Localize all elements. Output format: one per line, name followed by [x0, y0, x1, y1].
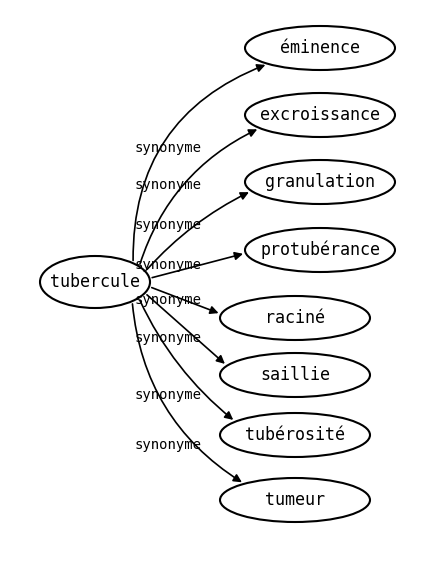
Text: protubérance: protubérance [260, 241, 380, 259]
Ellipse shape [245, 93, 395, 137]
Text: tubérosité: tubérosité [245, 426, 345, 444]
Text: tubercule: tubercule [50, 273, 140, 291]
Ellipse shape [220, 296, 370, 340]
Ellipse shape [220, 478, 370, 522]
Text: synonyme: synonyme [135, 258, 201, 272]
FancyArrowPatch shape [132, 304, 240, 481]
Text: synonyme: synonyme [135, 218, 201, 232]
Ellipse shape [245, 160, 395, 204]
Ellipse shape [220, 413, 370, 457]
FancyArrowPatch shape [133, 65, 264, 261]
Ellipse shape [245, 26, 395, 70]
FancyArrowPatch shape [152, 253, 241, 278]
FancyArrowPatch shape [152, 288, 217, 313]
Text: granulation: granulation [265, 173, 375, 191]
Text: synonyme: synonyme [135, 331, 201, 345]
FancyArrowPatch shape [140, 300, 232, 419]
Ellipse shape [220, 353, 370, 397]
Text: synonyme: synonyme [135, 388, 201, 402]
FancyArrowPatch shape [147, 295, 224, 363]
Text: excroissance: excroissance [260, 106, 380, 124]
Text: saillie: saillie [260, 366, 330, 384]
Ellipse shape [40, 256, 150, 308]
Text: tumeur: tumeur [265, 491, 325, 509]
Text: synonyme: synonyme [135, 438, 201, 452]
Text: éminence: éminence [280, 39, 360, 57]
FancyArrowPatch shape [140, 130, 256, 264]
Text: synonyme: synonyme [135, 178, 201, 192]
Text: raciné: raciné [265, 309, 325, 327]
Ellipse shape [245, 228, 395, 272]
FancyArrowPatch shape [147, 193, 248, 269]
Text: synonyme: synonyme [135, 141, 201, 155]
Text: synonyme: synonyme [135, 293, 201, 307]
